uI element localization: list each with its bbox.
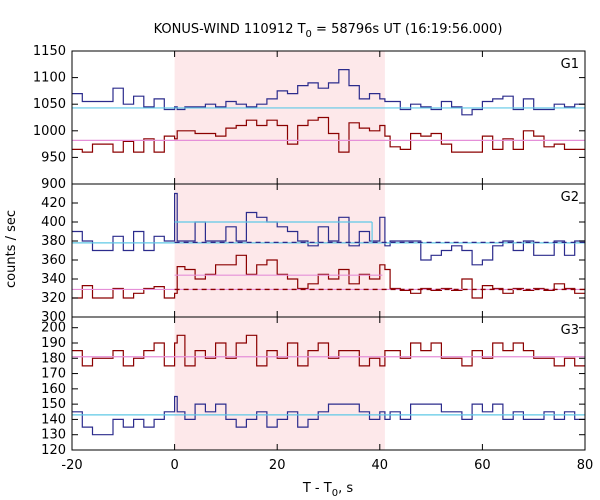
panel-label: G1: [561, 57, 579, 72]
y-tick-label: 300: [41, 310, 66, 325]
y-tick-label: 1150: [33, 44, 66, 59]
burst-interval-shade: [174, 317, 385, 450]
x-axis-label: T - T0, s: [302, 481, 353, 499]
panel-label: G2: [561, 190, 579, 205]
y-tick-label: 320: [41, 291, 66, 306]
series-red-histogram: [72, 334, 585, 367]
y-tick-label: 200: [41, 321, 66, 336]
y-tick-label: 130: [41, 428, 66, 443]
series-blue-histogram: [72, 192, 585, 266]
x-tick-label: 80: [577, 458, 594, 473]
y-tick-label: 420: [41, 196, 66, 211]
series-blue-histogram: [72, 69, 585, 116]
x-tick-label: 40: [372, 458, 389, 473]
y-tick-label: 170: [41, 367, 66, 382]
y-tick-label: 1000: [33, 124, 66, 139]
x-tick-label: 20: [269, 458, 286, 473]
series-red-histogram: [72, 116, 585, 153]
x-tick-label: 0: [170, 458, 178, 473]
burst-interval-shade: [174, 51, 385, 184]
series-blue-histogram: [72, 395, 585, 436]
y-tick-label: 180: [41, 351, 66, 366]
y-tick-label: 340: [41, 272, 66, 287]
panel-frame: [71, 316, 586, 451]
panel-g2: 300 320 340 360 380 400 420 G2: [41, 183, 586, 325]
y-tick-label: 400: [41, 215, 66, 230]
panels-group: 900 950 1000 1050 1100 1150 G1 300 320 340 360 380 4…: [33, 44, 593, 473]
y-tick-label: 360: [41, 253, 66, 268]
y-tick-label: 150: [41, 397, 66, 412]
chart-title: KONUS-WIND 110912 T0 = 58796s UT (16:19:…: [154, 22, 503, 40]
y-tick-label: 1050: [33, 97, 66, 112]
panel-label: G3: [561, 323, 579, 338]
series-red-histogram: [72, 254, 585, 299]
y-tick-label: 140: [41, 412, 66, 427]
y-tick-label: 120: [41, 443, 66, 458]
panel-g1: 900 950 1000 1050 1100 1150 G1: [33, 44, 586, 192]
y-tick-label: 190: [41, 336, 66, 351]
y-axis-label: counts / sec: [4, 210, 19, 288]
y-tick-label: 1100: [33, 71, 66, 86]
x-tick-label: -20: [61, 458, 82, 473]
y-tick-label: 160: [41, 382, 66, 397]
y-tick-label: 900: [41, 177, 66, 192]
y-tick-label: 950: [41, 150, 66, 165]
x-tick-label: 60: [474, 458, 491, 473]
burst-interval-shade: [174, 184, 385, 317]
y-tick-label: 380: [41, 234, 66, 249]
